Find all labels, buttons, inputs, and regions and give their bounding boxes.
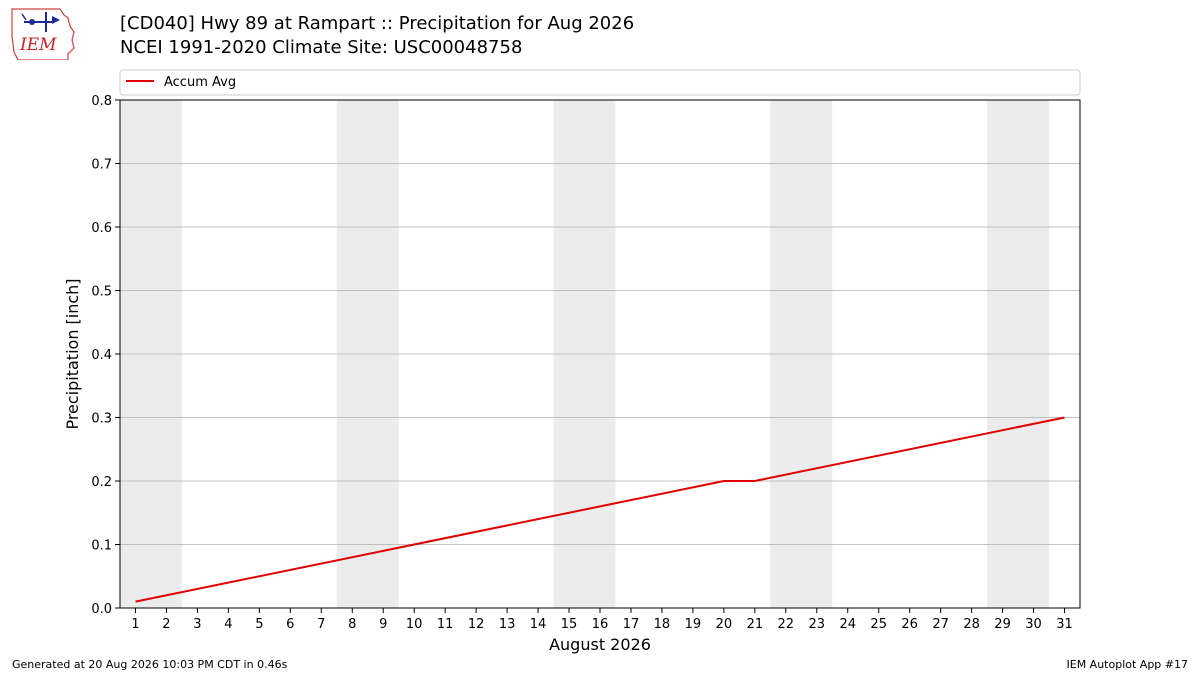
x-tick-label: 23 (809, 617, 826, 632)
x-tick-label: 18 (654, 617, 671, 632)
x-tick-label: 13 (499, 617, 516, 632)
x-tick-label: 3 (193, 617, 201, 632)
x-tick-label: 26 (901, 617, 918, 632)
x-tick-label: 9 (379, 617, 387, 632)
x-tick-label: 29 (994, 617, 1011, 632)
x-tick-label: 15 (561, 617, 578, 632)
iem-logo: IEM (11, 8, 75, 60)
y-axis-ticks: 0.0 0.1 0.2 0.3 0.4 0.5 0.6 0.7 0.8 (91, 94, 120, 617)
y-tick-label: 0.5 (91, 285, 112, 300)
x-tick-label: 16 (592, 617, 609, 632)
legend-label: Accum Avg (164, 75, 236, 90)
x-axis-ticks: 1 2 3 4 5 6 7 8 9 10 11 12 13 14 15 16 17 18 19 20 21 22 23 24 2… (131, 608, 1073, 632)
x-tick-label: 25 (870, 617, 887, 632)
x-tick-label: 1 (131, 617, 139, 632)
x-tick-label: 10 (406, 617, 423, 632)
series-line-accum-avg (135, 416, 1065, 603)
x-tick-label: 12 (468, 617, 485, 632)
x-tick-label: 22 (778, 617, 795, 632)
x-tick-label: 2 (162, 617, 170, 632)
app-credit: IEM Autoplot App #17 (1066, 658, 1189, 671)
logo-text: IEM (19, 35, 57, 55)
chart-subtitle: NCEI 1991-2020 Climate Site: USC00048758 (120, 37, 523, 58)
x-tick-label: 6 (286, 617, 294, 632)
y-tick-label: 0.2 (91, 475, 112, 490)
x-tick-label: 19 (685, 617, 702, 632)
y-tick-label: 0.7 (91, 158, 112, 173)
chart-title: [CD040] Hwy 89 at Rampart :: Precipitati… (120, 13, 635, 34)
x-tick-label: 5 (255, 617, 263, 632)
x-tick-label: 31 (1056, 617, 1073, 632)
y-tick-label: 0.6 (91, 221, 112, 236)
x-tick-label: 24 (839, 617, 856, 632)
y-axis-label: Precipitation [inch] (63, 278, 82, 429)
x-tick-label: 20 (716, 617, 733, 632)
x-tick-label: 17 (623, 617, 640, 632)
y-tick-label: 0.0 (91, 602, 112, 617)
x-tick-label: 14 (530, 617, 547, 632)
y-tick-label: 0.3 (91, 412, 112, 427)
legend-box (119, 69, 1081, 96)
x-tick-label: 11 (437, 617, 454, 632)
x-tick-label: 21 (747, 617, 764, 632)
x-tick-label: 28 (963, 617, 980, 632)
x-axis-label: August 2026 (549, 635, 651, 654)
series-layer (135, 416, 1065, 603)
x-tick-label: 30 (1025, 617, 1042, 632)
y-tick-label: 0.8 (91, 94, 112, 109)
x-tick-label: 7 (317, 617, 325, 632)
x-tick-label: 8 (348, 617, 356, 632)
y-tick-label: 0.1 (91, 539, 112, 554)
legend: Accum Avg (119, 69, 1081, 96)
x-tick-label: 27 (932, 617, 949, 632)
generated-timestamp: Generated at 20 Aug 2026 10:03 PM CDT in… (12, 658, 288, 671)
y-tick-label: 0.4 (91, 348, 112, 363)
x-tick-label: 4 (224, 617, 232, 632)
